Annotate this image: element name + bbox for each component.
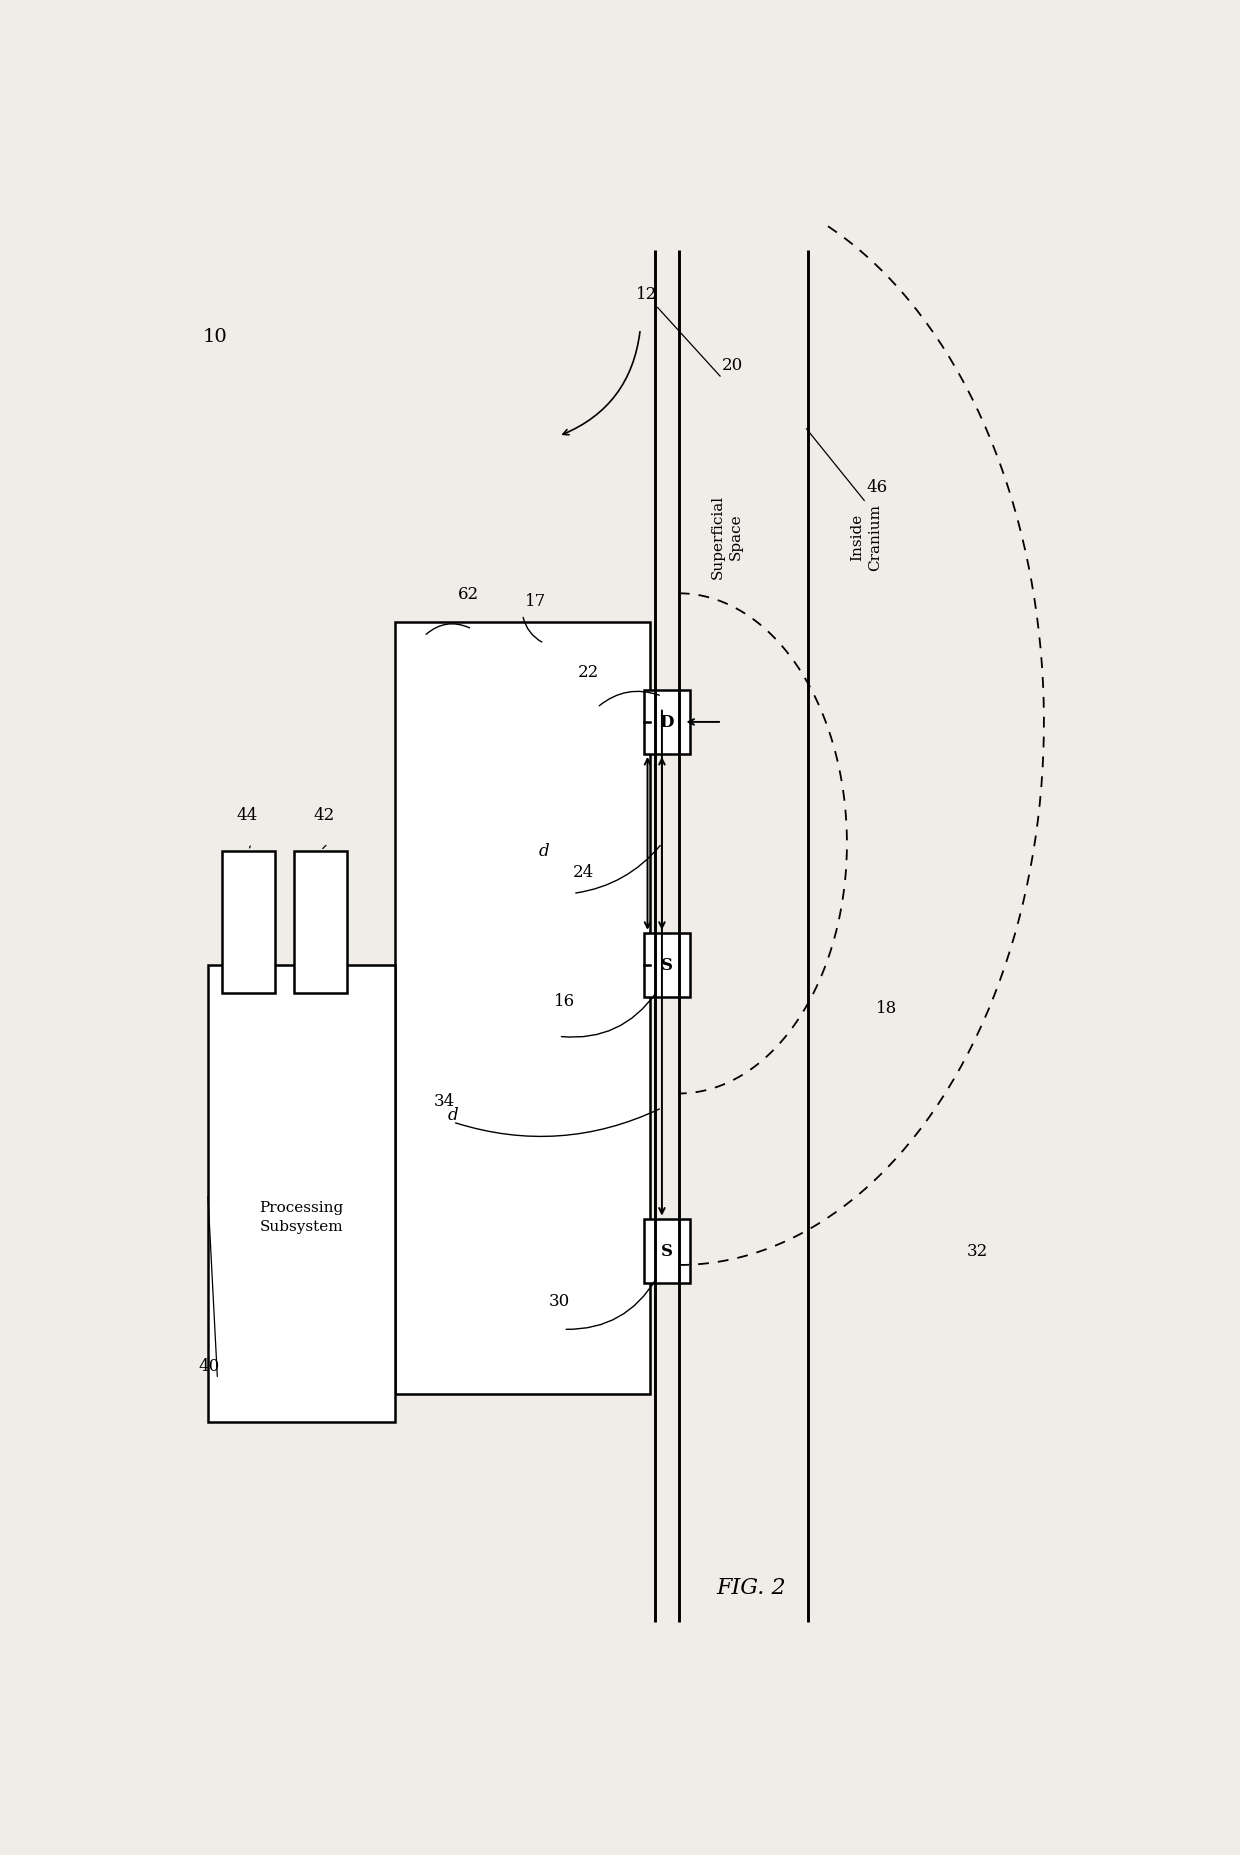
Text: d: d (539, 842, 549, 859)
Text: 12: 12 (635, 286, 657, 302)
Text: 24: 24 (573, 864, 594, 881)
Text: 30: 30 (549, 1293, 570, 1310)
Text: 17: 17 (525, 592, 547, 610)
Text: 34: 34 (434, 1093, 455, 1109)
Text: S: S (661, 1243, 673, 1260)
Text: Inside
Cranium: Inside Cranium (849, 503, 883, 569)
Text: 22: 22 (578, 664, 599, 681)
Text: 20: 20 (722, 356, 743, 375)
Text: 32: 32 (967, 1243, 988, 1260)
Text: 18: 18 (875, 1000, 897, 1017)
Text: 42: 42 (314, 807, 335, 824)
Text: d: d (448, 1107, 459, 1124)
Text: 16: 16 (554, 992, 575, 1009)
Text: 10: 10 (203, 328, 228, 345)
Text: 46: 46 (866, 479, 888, 495)
Text: D: D (660, 714, 675, 731)
Bar (396, 623, 650, 1393)
Text: Processing
Subsystem: Processing Subsystem (259, 1200, 343, 1234)
Text: S: S (661, 957, 673, 974)
Bar (208, 965, 396, 1423)
Text: 62: 62 (458, 586, 479, 603)
Bar (644, 933, 689, 998)
Text: 40: 40 (198, 1356, 219, 1375)
Text: FIG. 2: FIG. 2 (715, 1575, 786, 1597)
Bar (222, 851, 275, 994)
Bar (294, 851, 347, 994)
Bar (644, 690, 689, 755)
Text: 44: 44 (237, 807, 258, 824)
Bar (644, 1219, 689, 1284)
Text: Superficial
Space: Superficial Space (711, 495, 743, 579)
